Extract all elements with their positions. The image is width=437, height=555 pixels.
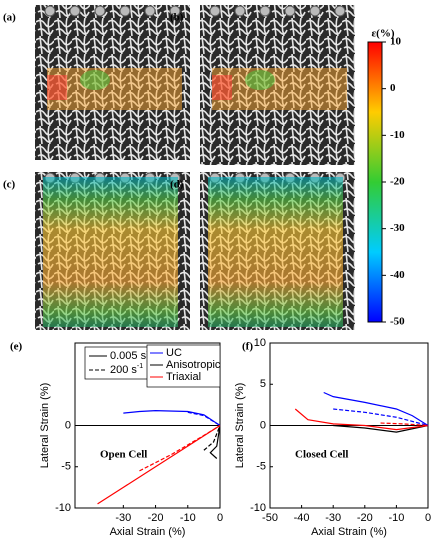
legend-text: 0.005 s-1 [110, 349, 152, 362]
series-line [123, 410, 221, 426]
fixture [69, 5, 81, 17]
fixture [284, 5, 296, 17]
x-tick-label: -20 [357, 512, 373, 524]
series-line [139, 424, 221, 472]
y-tick-label: 0 [260, 419, 266, 431]
series-line [203, 425, 221, 451]
y-axis-label: Lateral Strain (%) [39, 383, 51, 469]
x-tick-label: -10 [180, 512, 196, 524]
series-line [209, 425, 221, 459]
y-tick-label: 0 [65, 419, 71, 431]
strain-spot [47, 75, 67, 100]
y-tick-label: -5 [256, 461, 266, 473]
x-tick-label: -20 [148, 512, 164, 524]
strain-spot [212, 75, 232, 100]
fixture [94, 5, 106, 17]
colorbar [367, 41, 383, 323]
colorbar-title: ε(%) [371, 28, 394, 40]
legend-text: Anisotropic [166, 359, 221, 371]
colorbar-tick-label: -20 [390, 176, 405, 188]
x-tick-label: -30 [115, 512, 131, 524]
color-legend [146, 344, 221, 388]
strain-overlay [47, 68, 182, 110]
fixture [209, 5, 221, 17]
x-axis-label: Axial Strain (%) [311, 526, 387, 538]
fixture [169, 5, 181, 17]
series-line [333, 424, 429, 433]
chart-label: (f) [242, 341, 253, 353]
x-tick-label: 0 [217, 512, 223, 524]
style-legend [84, 346, 154, 380]
strain-overlay [43, 177, 178, 327]
legend-text: Triaxial [166, 371, 201, 383]
series-line [380, 422, 429, 427]
x-tick-label: -30 [325, 512, 341, 524]
series-line [333, 408, 429, 427]
fixture [44, 5, 56, 17]
x-tick-label: 0 [425, 512, 431, 524]
strain-spot [245, 70, 275, 90]
colorbar-tick-label: -50 [390, 316, 405, 328]
y-tick-label: 10 [254, 337, 266, 349]
colorbar-tick-label: 10 [390, 36, 402, 48]
panel-label: (a) [3, 12, 16, 24]
annotation: Open Cell [100, 449, 147, 461]
y-tick-label: -5 [61, 461, 71, 473]
strain-overlay [212, 68, 347, 110]
fixture [144, 5, 156, 17]
strain-spot [80, 70, 110, 90]
colorbar-tick-label: -30 [390, 222, 405, 234]
series-line [323, 391, 429, 427]
panel-label: (c) [3, 179, 16, 191]
fixture [309, 5, 321, 17]
colorbar-tick-label: -10 [390, 129, 405, 141]
legend-text-main: 200 s [110, 364, 137, 376]
fixture [234, 5, 246, 17]
panel-label: (b) [170, 12, 184, 24]
strain-overlay [208, 177, 343, 327]
colorbar-tick-label: -40 [390, 269, 405, 281]
y-tick-label: 5 [260, 378, 266, 390]
legend-text-main: 0.005 s [110, 350, 147, 362]
y-tick-label: -10 [55, 502, 71, 514]
x-tick-label: -50 [262, 512, 278, 524]
y-tick-label: -10 [250, 502, 266, 514]
legend-text-sup: -1 [137, 363, 143, 370]
series-line [97, 424, 221, 505]
fixture [119, 5, 131, 17]
legend-text: UC [166, 347, 182, 359]
y-axis-label: Lateral Strain (%) [234, 383, 246, 469]
series-line [294, 408, 429, 431]
x-tick-label: -10 [388, 512, 404, 524]
fixture [259, 5, 271, 17]
colorbar-tick-label: 0 [390, 82, 396, 94]
x-axis-label: Axial Strain (%) [110, 526, 186, 538]
fixture [334, 5, 346, 17]
x-tick-label: -40 [294, 512, 310, 524]
chart-label: (e) [10, 341, 23, 353]
annotation: Closed Cell [295, 449, 348, 461]
legend-text: 200 s-1 [110, 363, 143, 376]
panel-label: (d) [170, 179, 184, 191]
